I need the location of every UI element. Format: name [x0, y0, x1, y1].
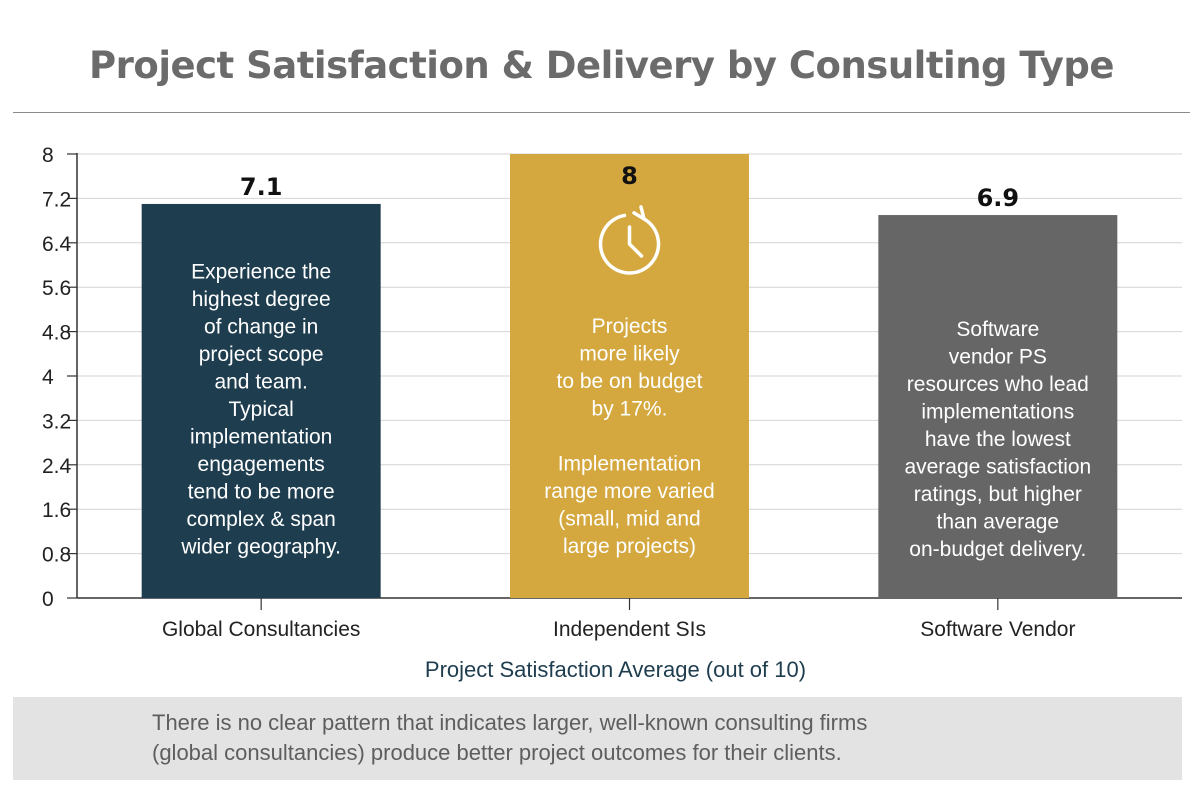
- data-label: 8: [621, 162, 638, 190]
- bar-annotation-line: wider geography.: [180, 536, 341, 559]
- chart-title: Project Satisfaction & Delivery by Consu…: [89, 44, 1114, 87]
- data-label: 7.1: [240, 173, 283, 201]
- bar: [141, 203, 381, 598]
- bar-annotation-line: vendor PS: [949, 346, 1047, 369]
- bar-annotation-line: range more varied: [544, 480, 714, 503]
- bar-annotation-line: project scope: [199, 343, 324, 366]
- note-line: (global consultancies) produce better pr…: [152, 740, 842, 765]
- bar-annotation-line: engagements: [198, 453, 325, 476]
- y-tick-label: 5.6: [42, 277, 71, 300]
- note-line: There is no clear pattern that indicates…: [152, 710, 868, 735]
- bar-annotation-line: than average: [937, 511, 1060, 534]
- y-tick-label: 0.8: [42, 544, 71, 567]
- y-tick-label: 7.2: [42, 188, 71, 211]
- category-label: Global Consultancies: [162, 618, 360, 641]
- bar-annotation-line: large projects): [563, 535, 696, 558]
- y-tick-label: 1.6: [42, 499, 71, 522]
- bar: [878, 215, 1118, 599]
- bar-annotation-line: on-budget delivery.: [909, 538, 1086, 561]
- bar-annotation-line: and team.: [214, 371, 307, 394]
- y-tick-label: 2.4: [42, 455, 72, 478]
- note-box: [13, 697, 1182, 780]
- bar-annotation-line: implementation: [190, 426, 332, 449]
- y-tick-label: 4.8: [42, 322, 71, 345]
- x-axis-title: Project Satisfaction Average (out of 10): [425, 657, 806, 682]
- y-tick-label: 4: [42, 366, 54, 389]
- bar-annotation-line: resources who lead: [907, 373, 1089, 396]
- bar-annotation-line: (small, mid and: [558, 508, 700, 531]
- y-tick-label: 3.2: [42, 410, 71, 433]
- y-tick-label: 8: [42, 144, 54, 167]
- bar-annotation-line: Software: [956, 318, 1039, 341]
- data-label: 6.9: [977, 184, 1020, 212]
- bar-annotation-line: highest degree: [192, 288, 331, 311]
- category-label: Independent SIs: [553, 618, 706, 641]
- bar-annotation-line: have the lowest: [925, 428, 1071, 451]
- bar-annotation-line: Projects: [592, 315, 668, 338]
- bar-annotation-line: average satisfaction: [904, 456, 1091, 479]
- bar-annotation-line: implementations: [921, 401, 1074, 424]
- note-text: There is no clear pattern that indicates…: [152, 708, 972, 768]
- bar-annotation-line: complex & span: [186, 508, 335, 531]
- bar-annotation-line: of change in: [204, 316, 318, 339]
- y-tick-label: 6.4: [42, 233, 72, 256]
- y-tick-label: 0: [42, 588, 54, 611]
- bar-annotation-line: tend to be more: [188, 481, 335, 504]
- bar-annotation-line: more likely: [579, 343, 680, 366]
- bar-annotation-line: to be on budget: [557, 370, 703, 393]
- bar-annotation-line: Experience the: [191, 261, 331, 284]
- bar-annotation-line: ratings, but higher: [914, 483, 1082, 506]
- bar-annotation-line: Typical: [228, 398, 293, 421]
- category-label: Software Vendor: [920, 618, 1075, 641]
- clock-icon: [598, 205, 661, 275]
- title-divider: [13, 112, 1190, 113]
- bar-chart: 0 0.8 1.6 2.4 3.2 4 4.8 5.6 6.4 7.2 8 Global Consul…: [42, 144, 1182, 682]
- bar-annotation-line: by 17%.: [592, 398, 668, 421]
- bar-annotation-line: Implementation: [558, 453, 702, 476]
